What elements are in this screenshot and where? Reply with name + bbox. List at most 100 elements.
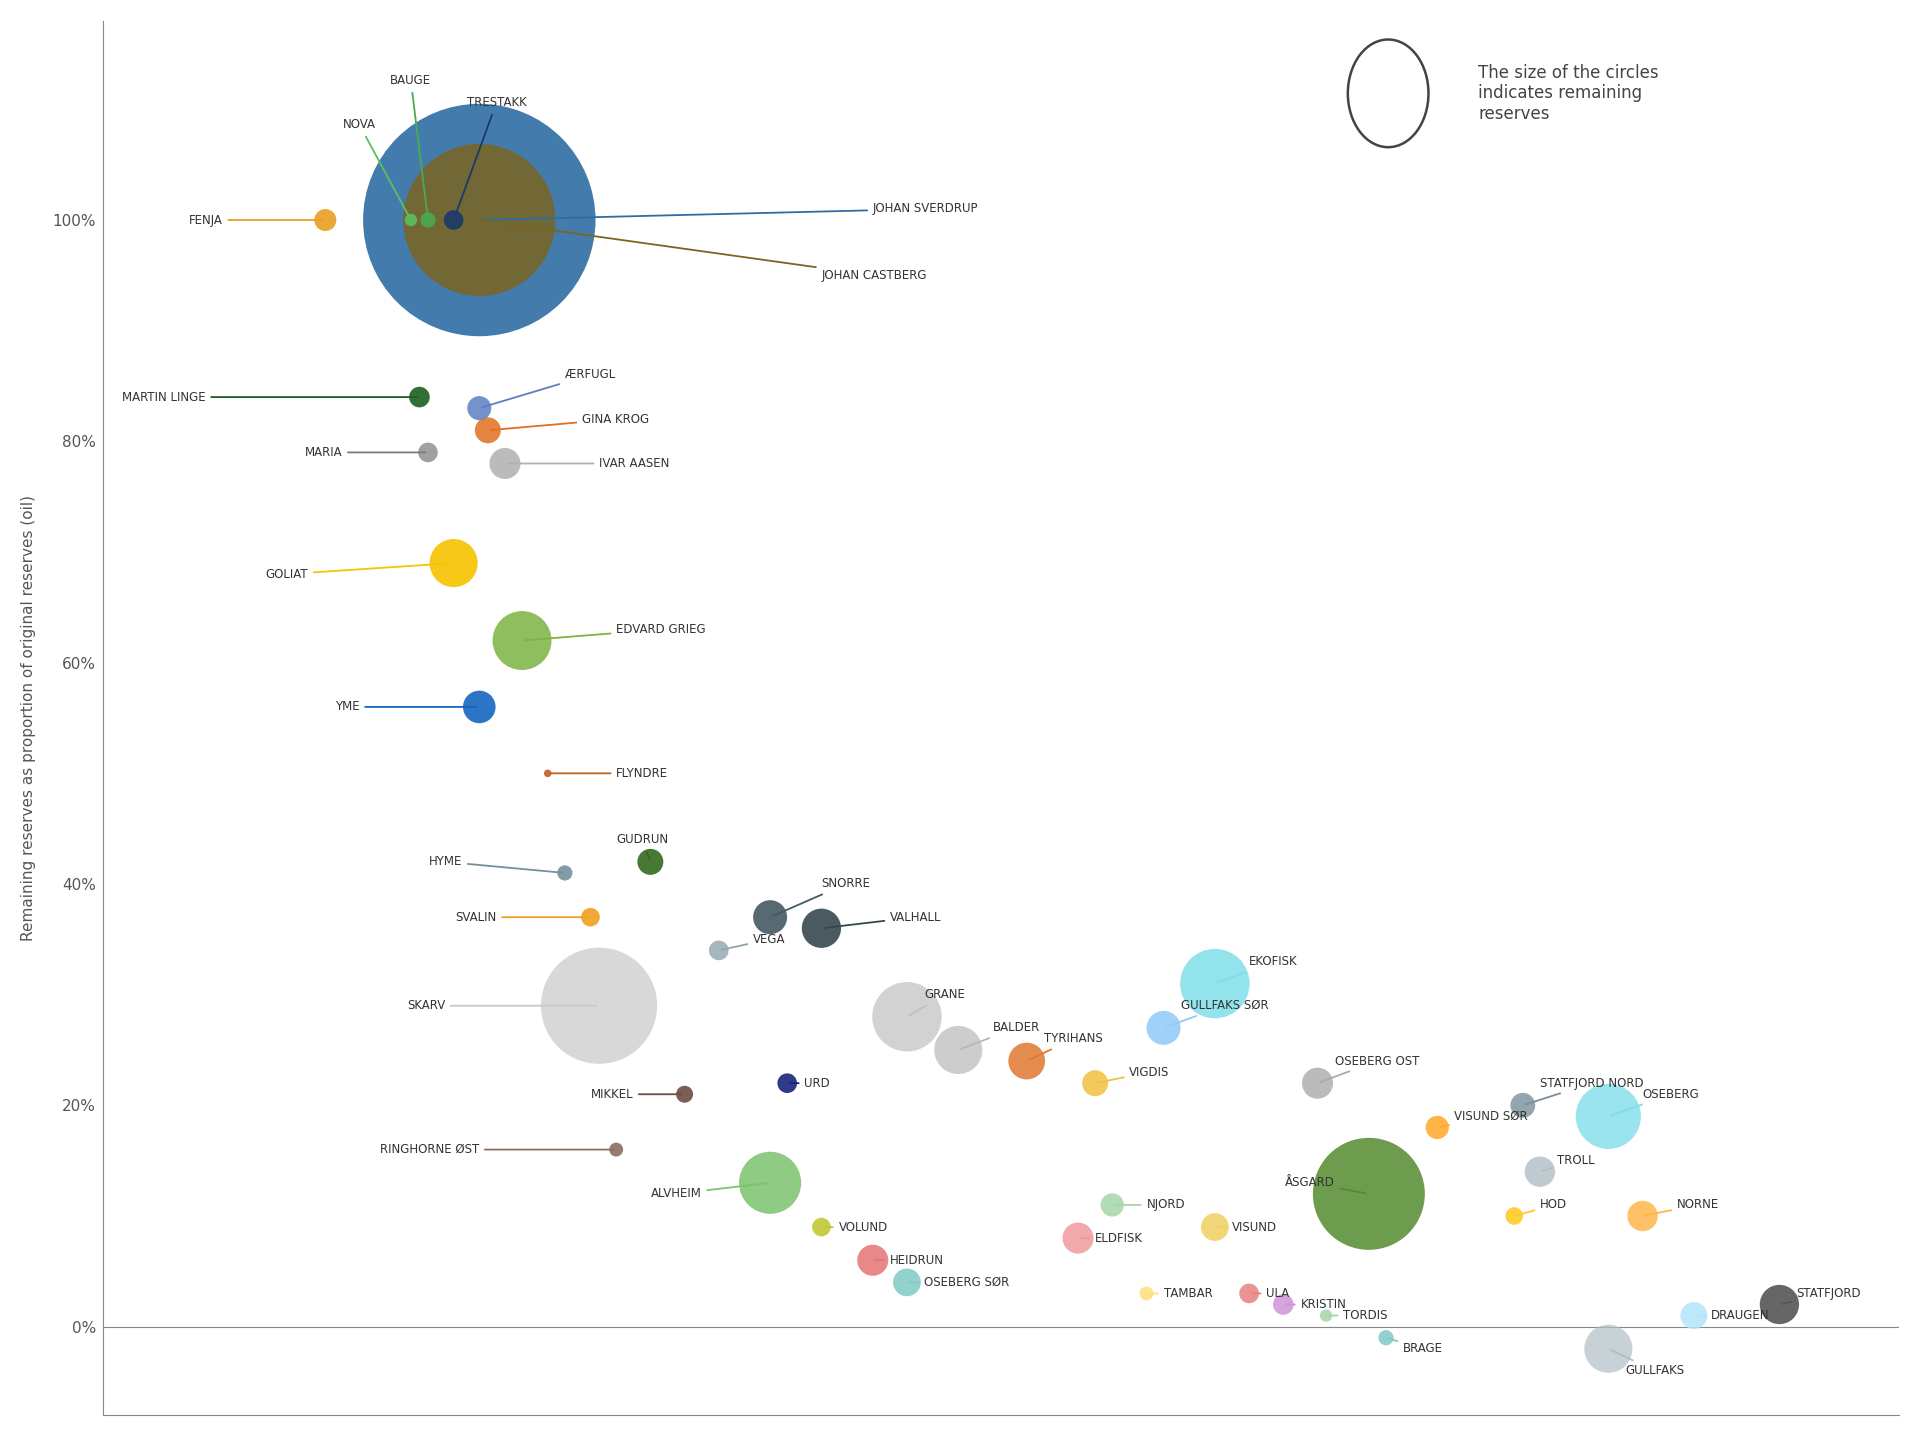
Text: TYRIHANS: TYRIHANS	[1029, 1032, 1102, 1060]
Text: TROLL: TROLL	[1542, 1155, 1596, 1170]
Point	[1354, 1182, 1384, 1205]
Point	[403, 386, 434, 409]
Point	[532, 763, 563, 785]
Text: BRAGE: BRAGE	[1388, 1338, 1444, 1356]
Text: GOLIAT: GOLIAT	[265, 563, 451, 580]
Point	[507, 629, 538, 652]
Point	[891, 1005, 922, 1028]
Point	[490, 452, 520, 475]
Text: VIGDIS: VIGDIS	[1098, 1066, 1169, 1083]
Text: SNORRE: SNORRE	[772, 877, 870, 916]
Point	[1524, 1160, 1555, 1183]
Point	[549, 862, 580, 885]
Point	[943, 1038, 973, 1061]
Point	[1628, 1205, 1659, 1228]
Point	[1500, 1205, 1530, 1228]
Point	[1678, 1304, 1709, 1327]
Text: YME: YME	[334, 701, 476, 714]
Point	[1131, 1282, 1162, 1305]
Text: STATFJORD NORD: STATFJORD NORD	[1526, 1077, 1644, 1104]
Point	[465, 396, 495, 419]
Point	[465, 208, 495, 231]
Text: BAUGE: BAUGE	[390, 75, 432, 217]
Text: TORDIS: TORDIS	[1329, 1310, 1388, 1323]
Point	[1302, 1071, 1332, 1094]
Point	[755, 906, 785, 929]
Y-axis label: Remaining reserves as proportion of original reserves (oil): Remaining reserves as proportion of orig…	[21, 495, 36, 941]
Point	[584, 994, 614, 1017]
Point	[1235, 1282, 1265, 1305]
Text: URD: URD	[789, 1077, 829, 1090]
Text: ÅSGARD: ÅSGARD	[1284, 1176, 1367, 1193]
Point	[438, 551, 468, 574]
Point	[858, 1249, 889, 1272]
Text: NOVA: NOVA	[344, 119, 409, 218]
Point	[1311, 1304, 1342, 1327]
Point	[806, 1215, 837, 1238]
Text: KRISTIN: KRISTIN	[1286, 1298, 1346, 1311]
Point	[472, 419, 503, 442]
Text: HEIDRUN: HEIDRUN	[876, 1254, 945, 1267]
Text: SVALIN: SVALIN	[455, 910, 588, 923]
Text: GUDRUN: GUDRUN	[616, 833, 668, 859]
Point	[772, 1071, 803, 1094]
Point	[1062, 1226, 1092, 1249]
Text: NORNE: NORNE	[1645, 1199, 1718, 1215]
Text: SKARV: SKARV	[407, 999, 597, 1012]
Text: STATFJORD: STATFJORD	[1782, 1287, 1860, 1304]
Point	[1148, 1017, 1179, 1040]
Text: The size of the circles
indicates remaining
reserves: The size of the circles indicates remain…	[1478, 63, 1659, 123]
Text: VOLUND: VOLUND	[824, 1221, 887, 1234]
Point	[1012, 1050, 1043, 1073]
Text: VALHALL: VALHALL	[824, 910, 941, 928]
Point	[1096, 1193, 1127, 1216]
Point	[438, 208, 468, 231]
Text: VISUND: VISUND	[1217, 1221, 1277, 1234]
Point	[1200, 1215, 1231, 1238]
Point	[465, 695, 495, 718]
Text: MIKKEL: MIKKEL	[591, 1087, 682, 1101]
Point	[1371, 1327, 1402, 1350]
Text: HOD: HOD	[1517, 1199, 1567, 1215]
Point	[1423, 1116, 1453, 1139]
Text: JOHAN SVERDRUP: JOHAN SVERDRUP	[482, 202, 979, 220]
Text: FENJA: FENJA	[188, 214, 323, 227]
Point	[1594, 1104, 1624, 1127]
Text: NJORD: NJORD	[1116, 1199, 1185, 1212]
Text: GINA KROG: GINA KROG	[492, 412, 649, 429]
Text: EDVARD GRIEG: EDVARD GRIEG	[524, 623, 707, 640]
Text: OSEBERG OST: OSEBERG OST	[1321, 1054, 1419, 1083]
Text: TAMBAR: TAMBAR	[1150, 1287, 1212, 1300]
Point	[601, 1139, 632, 1162]
Text: ELDFISK: ELDFISK	[1081, 1232, 1142, 1245]
Text: RINGHORNE ØST: RINGHORNE ØST	[380, 1143, 612, 1156]
Text: GRANE: GRANE	[910, 988, 966, 1015]
Point	[891, 1271, 922, 1294]
Point	[1267, 1292, 1298, 1315]
Text: DRAUGEN: DRAUGEN	[1697, 1310, 1770, 1323]
Point	[636, 850, 666, 873]
Text: OSEBERG SØR: OSEBERG SØR	[910, 1275, 1010, 1290]
Point	[1507, 1094, 1538, 1117]
Text: GULLFAKS: GULLFAKS	[1611, 1350, 1684, 1377]
Point	[670, 1083, 701, 1106]
Text: FLYNDRE: FLYNDRE	[551, 767, 668, 780]
Point	[703, 939, 733, 962]
Point	[806, 916, 837, 939]
Text: IVAR AASEN: IVAR AASEN	[507, 457, 670, 470]
Point	[396, 208, 426, 231]
Text: MARTIN LINGE: MARTIN LINGE	[123, 391, 417, 404]
Point	[576, 906, 607, 929]
Text: JOHAN CASTBERG: JOHAN CASTBERG	[482, 220, 927, 281]
Text: BALDER: BALDER	[960, 1021, 1041, 1048]
Text: ALVHEIM: ALVHEIM	[651, 1183, 768, 1200]
Text: VEGA: VEGA	[722, 933, 785, 949]
Text: EKOFISK: EKOFISK	[1217, 955, 1298, 982]
Point	[755, 1172, 785, 1195]
Text: ULA: ULA	[1252, 1287, 1290, 1300]
Text: TRESTAKK: TRESTAKK	[455, 96, 526, 217]
Text: VISUND SØR: VISUND SØR	[1440, 1110, 1528, 1127]
Text: OSEBERG: OSEBERG	[1611, 1087, 1699, 1116]
Text: MARIA: MARIA	[305, 447, 424, 460]
Point	[309, 208, 340, 231]
